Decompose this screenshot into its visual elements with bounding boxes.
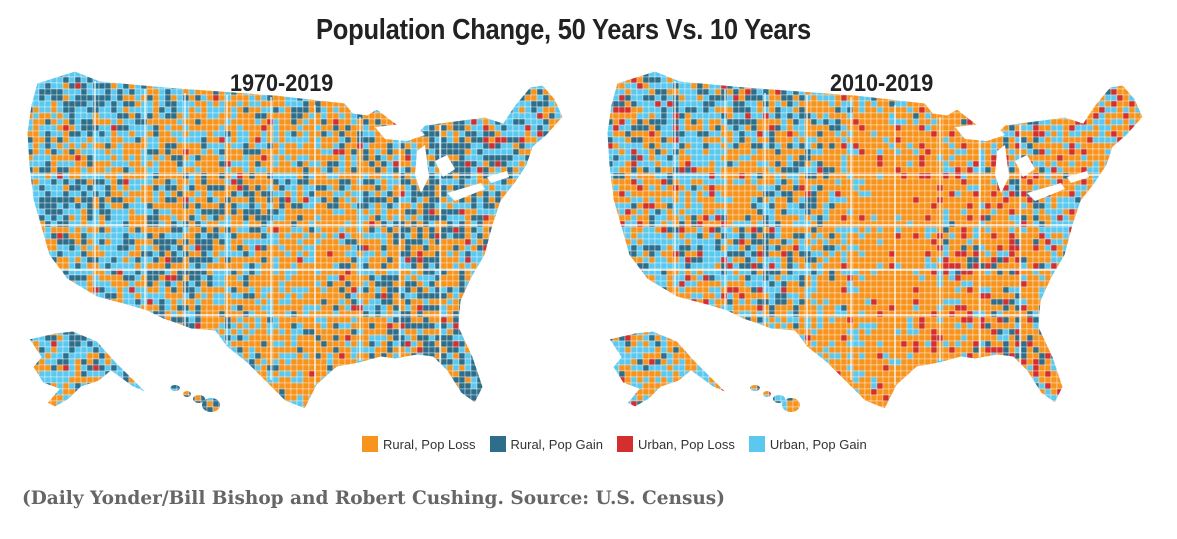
legend-item-urban-loss: Urban, Pop Loss bbox=[617, 436, 735, 452]
county-cells bbox=[595, 65, 1170, 425]
legend-swatch-rural-gain bbox=[490, 436, 506, 452]
legend-label-urban-gain: Urban, Pop Gain bbox=[770, 437, 867, 452]
legend-swatch-urban-loss bbox=[617, 436, 633, 452]
legend-swatch-rural-loss bbox=[362, 436, 378, 452]
legend-item-rural-gain: Rural, Pop Gain bbox=[490, 436, 604, 452]
legend: Rural, Pop Loss Rural, Pop Gain Urban, P… bbox=[362, 436, 881, 452]
legend-label-urban-loss: Urban, Pop Loss bbox=[638, 437, 735, 452]
legend-item-urban-gain: Urban, Pop Gain bbox=[749, 436, 867, 452]
county-cells bbox=[15, 65, 590, 425]
legend-swatch-urban-gain bbox=[749, 436, 765, 452]
us-county-map-2010-2019 bbox=[595, 65, 1170, 425]
legend-item-rural-loss: Rural, Pop Loss bbox=[362, 436, 476, 452]
us-county-map-1970-2019 bbox=[15, 65, 590, 425]
legend-label-rural-gain: Rural, Pop Gain bbox=[511, 437, 604, 452]
source-caption: (Daily Yonder/Bill Bishop and Robert Cus… bbox=[22, 488, 725, 509]
chart-title: Population Change, 50 Years Vs. 10 Years bbox=[68, 14, 1060, 47]
legend-label-rural-loss: Rural, Pop Loss bbox=[383, 437, 476, 452]
